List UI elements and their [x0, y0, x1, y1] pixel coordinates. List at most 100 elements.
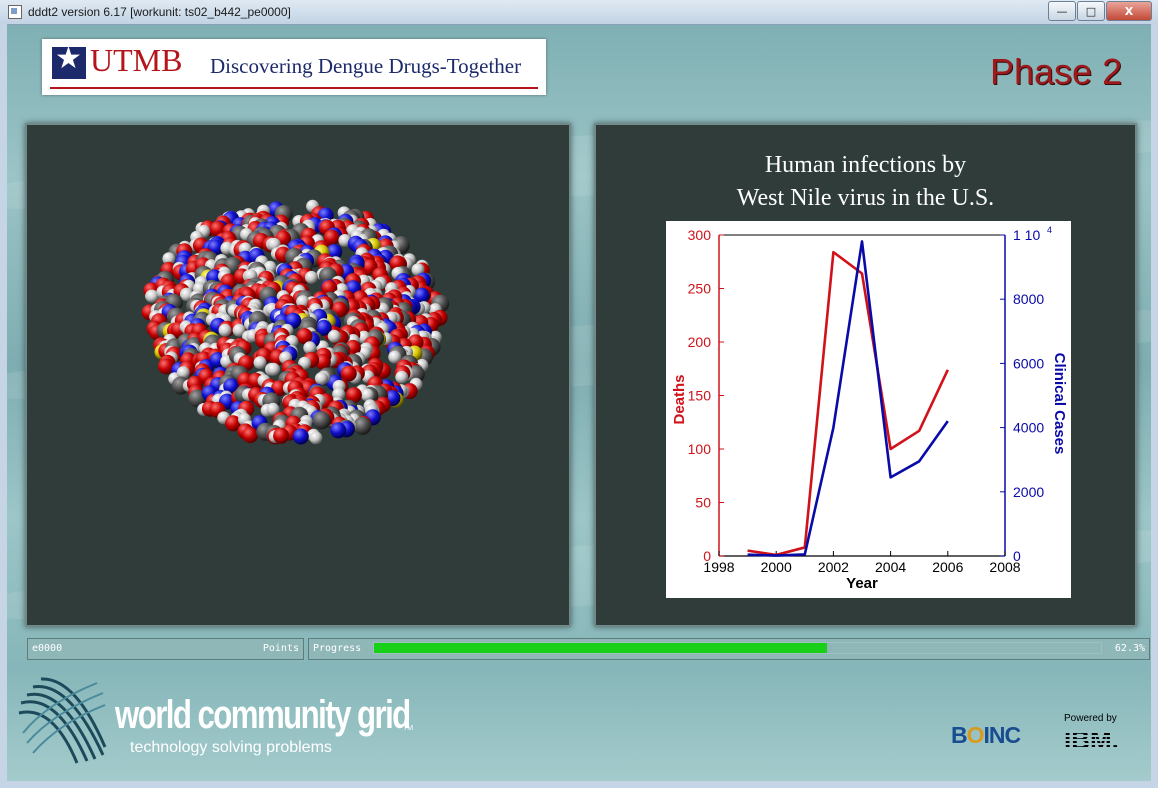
atom-sphere: [413, 287, 430, 304]
atom-sphere: [315, 319, 332, 336]
wcg-logo-icon: [18, 677, 107, 764]
progress-fill: [374, 643, 827, 653]
window-frame-bottom: [0, 781, 1158, 788]
info-title-line1: Human infections by: [764, 152, 967, 178]
x-tick-label: 2008: [989, 559, 1020, 575]
points-label: Points: [262, 643, 299, 654]
minimize-button[interactable]: —: [1048, 1, 1076, 21]
right-y-axis-label: Clinical Cases: [1051, 353, 1068, 455]
left-y-tick-label: 150: [688, 388, 712, 404]
atom-sphere: [158, 358, 174, 375]
x-tick-label: 2004: [875, 559, 906, 575]
window-title: dddt2 version 6.17 [workunit: ts02_b442_…: [28, 5, 291, 19]
progress-percent: 62.3%: [1114, 643, 1145, 654]
project-tagline: Discovering Dengue Drugs-Together: [210, 54, 522, 78]
atom-sphere: [218, 323, 232, 337]
utmb-star-icon: ★: [52, 41, 86, 79]
banner-rule: [50, 87, 538, 89]
atom-sphere: [176, 366, 190, 380]
wcg-tagline: technology solving problems: [130, 739, 332, 756]
right-y-tick-label: 4000: [1013, 420, 1044, 436]
x-tick-label: 2006: [932, 559, 963, 575]
left-y-tick-label: 50: [695, 495, 711, 511]
x-tick-label: 2000: [761, 559, 792, 575]
atom-sphere: [296, 328, 313, 345]
points-bar: e0000 Points: [27, 638, 304, 660]
window-titlebar[interactable]: dddt2 version 6.17 [workunit: ts02_b442_…: [0, 0, 1158, 25]
boinc-rest: INC: [983, 722, 1022, 748]
chart-svg: 1998 2000 2002 2004 2006 20080501001502002503…: [671, 225, 1068, 592]
boinc-o: O: [966, 722, 985, 748]
atom-sphere: [162, 252, 176, 266]
progress-track: [373, 642, 1102, 654]
atom-sphere: [388, 350, 402, 364]
atom-sphere: [330, 422, 347, 439]
protein-molecule-render: [141, 199, 450, 445]
right-y-exponent: 4: [1047, 225, 1052, 235]
atom-sphere: [321, 280, 338, 297]
atom-sphere: [312, 411, 331, 430]
x-tick-label: 1998: [703, 559, 734, 575]
left-y-tick-label: 100: [688, 441, 712, 457]
info-title-line2: West Nile virus in the U.S.: [736, 185, 995, 211]
atom-sphere: [303, 341, 317, 355]
left-y-tick-label: 300: [688, 227, 712, 243]
left-y-tick-label: 200: [688, 334, 712, 350]
atom-sphere: [292, 428, 309, 445]
atom-sphere: [232, 323, 246, 337]
atom-sphere: [271, 380, 288, 397]
phase-label: Phase 2: [990, 51, 1123, 92]
utmb-banner: ★ UTMB Discovering Dengue Drugs-Together: [42, 39, 546, 95]
right-y-tick-label: 2000: [1013, 484, 1044, 500]
left-y-tick-label: 250: [688, 281, 712, 297]
atom-sphere: [327, 329, 341, 343]
wcg-trademark: TM: [403, 725, 414, 732]
atom-sphere: [353, 416, 372, 435]
window-frame-left: [0, 24, 7, 788]
wcg-wordmark: world community grid: [115, 693, 411, 737]
atom-sphere: [345, 387, 362, 404]
right-y-tick-label: 6000: [1013, 355, 1044, 371]
west-nile-chart: 1998 2000 2002 2004 2006 2008 0 50 100 150 200 250 3…: [666, 221, 1071, 598]
atom-sphere: [323, 229, 340, 246]
atom-sphere: [242, 427, 259, 444]
right-y-tick-label: 8000: [1013, 291, 1044, 307]
progress-label: Progress: [313, 643, 362, 654]
window-controls: — □ X: [1047, 1, 1152, 21]
progress-bar: Progress 62.3%: [308, 638, 1150, 660]
ibm-logo: IBM.: [1064, 725, 1119, 755]
x-axis-label: Year: [846, 575, 878, 592]
atom-sphere: [267, 362, 281, 376]
atom-sphere: [273, 427, 290, 444]
atom-sphere: [395, 370, 409, 384]
atom-sphere: [314, 372, 328, 385]
atom-sphere: [340, 365, 357, 382]
atom-sphere: [253, 356, 267, 370]
maximize-button[interactable]: □: [1077, 1, 1105, 21]
utmb-logo-text: UTMB: [90, 42, 183, 78]
atom-sphere: [145, 289, 159, 303]
boinc-b: B: [951, 722, 968, 748]
info-panel: Human infections by West Nile virus in t…: [594, 123, 1137, 627]
close-button[interactable]: X: [1106, 1, 1152, 21]
right-y-tick-label: 0: [1013, 548, 1021, 564]
series-line-clinical-cases: [747, 240, 949, 557]
series-line-deaths: [747, 250, 949, 557]
app-icon[interactable]: [8, 5, 22, 19]
left-y-axis-label: Deaths: [671, 374, 688, 424]
window-frame-right: [1151, 24, 1158, 788]
screensaver-canvas: ★ UTMB Discovering Dengue Drugs-Together…: [7, 25, 1151, 781]
atom-sphere: [266, 402, 280, 416]
left-y-tick-label: 0: [703, 548, 711, 564]
right-y-tick-label: 1 10: [1013, 227, 1040, 243]
powered-by-label: Powered by: [1064, 713, 1117, 724]
atom-sphere: [360, 388, 374, 402]
atom-sphere: [304, 270, 318, 284]
x-tick-label: 2002: [818, 559, 849, 575]
atom-sphere: [225, 415, 242, 432]
atom-sphere: [309, 431, 323, 445]
points-value: e0000: [32, 643, 63, 654]
atom-sphere: [223, 378, 240, 395]
boinc-logo: BOINC: [951, 722, 1022, 749]
molecule-panel: [25, 123, 571, 627]
